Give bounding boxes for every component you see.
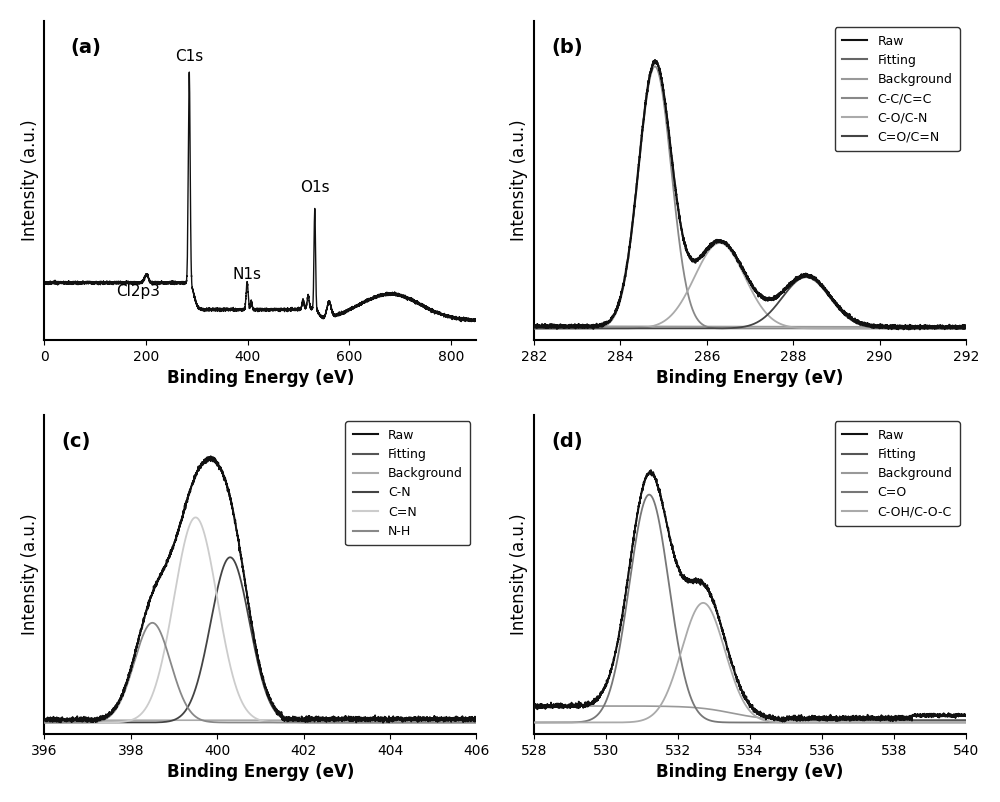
X-axis label: Binding Energy (eV): Binding Energy (eV): [167, 764, 354, 781]
Y-axis label: Intensity (a.u.): Intensity (a.u.): [21, 119, 39, 241]
Text: (b): (b): [551, 38, 583, 57]
Text: (c): (c): [62, 431, 91, 451]
Legend: Raw, Fitting, Background, C-N, C=N, N-H: Raw, Fitting, Background, C-N, C=N, N-H: [345, 421, 470, 545]
Text: (d): (d): [551, 431, 583, 451]
Y-axis label: Intensity (a.u.): Intensity (a.u.): [510, 513, 528, 635]
Legend: Raw, Fitting, Background, C-C/C=C, C-O/C-N, C=O/C=N: Raw, Fitting, Background, C-C/C=C, C-O/C…: [835, 27, 960, 152]
Text: (a): (a): [70, 38, 101, 57]
Y-axis label: Intensity (a.u.): Intensity (a.u.): [510, 119, 528, 241]
X-axis label: Binding Energy (eV): Binding Energy (eV): [656, 764, 844, 781]
Text: C1s: C1s: [175, 49, 203, 63]
X-axis label: Binding Energy (eV): Binding Energy (eV): [167, 369, 354, 387]
Legend: Raw, Fitting, Background, C=O, C-OH/C-O-C: Raw, Fitting, Background, C=O, C-OH/C-O-…: [835, 421, 960, 526]
Text: Cl2p3: Cl2p3: [116, 284, 160, 298]
X-axis label: Binding Energy (eV): Binding Energy (eV): [656, 369, 844, 387]
Text: N1s: N1s: [233, 266, 262, 282]
Text: O1s: O1s: [300, 180, 330, 195]
Y-axis label: Intensity (a.u.): Intensity (a.u.): [21, 513, 39, 635]
